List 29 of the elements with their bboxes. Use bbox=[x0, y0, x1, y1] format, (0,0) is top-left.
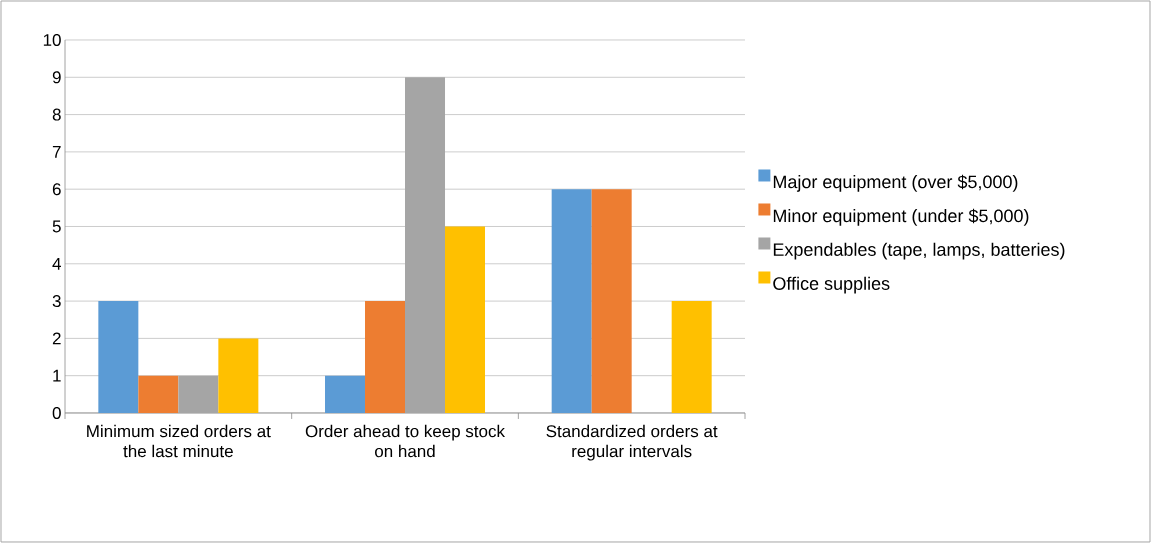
bar bbox=[98, 301, 139, 413]
y-tick-label: 4 bbox=[52, 257, 61, 270]
y-tick-label: 10 bbox=[43, 33, 61, 47]
y-tick-label: 5 bbox=[52, 220, 61, 233]
x-tick-label: Standardized orders at regular intervals bbox=[546, 424, 718, 461]
legend-label: Office supplies bbox=[773, 276, 890, 294]
bar bbox=[138, 375, 179, 413]
y-tick-label: 6 bbox=[52, 183, 61, 196]
bar bbox=[178, 375, 219, 413]
bar bbox=[551, 189, 592, 413]
y-tick-label: 7 bbox=[52, 146, 61, 158]
x-tick-label: Minimum sized orders at the last minute bbox=[87, 424, 271, 458]
legend-label: Major equipment (over $5,000) bbox=[773, 174, 1018, 192]
y-tick-label: 2 bbox=[52, 332, 61, 345]
y-tick-label: 1 bbox=[53, 369, 61, 382]
bar bbox=[325, 375, 366, 413]
legend-label: Minor equipment (under $5,000) bbox=[773, 208, 1029, 226]
x-tick-label: Order ahead to keep stock on hand bbox=[305, 424, 506, 458]
y-tick-label: 8 bbox=[52, 108, 61, 121]
bar bbox=[405, 77, 446, 413]
bar bbox=[445, 226, 486, 413]
bar bbox=[365, 301, 406, 413]
y-tick-label: 0 bbox=[52, 406, 61, 420]
y-tick-label: 9 bbox=[52, 71, 61, 84]
bar bbox=[591, 189, 632, 413]
bar bbox=[218, 338, 259, 413]
y-tick-label: 3 bbox=[52, 295, 61, 308]
bar bbox=[671, 301, 712, 413]
legend-label: Expendables (tape, lamps, batteries) bbox=[773, 242, 1065, 260]
